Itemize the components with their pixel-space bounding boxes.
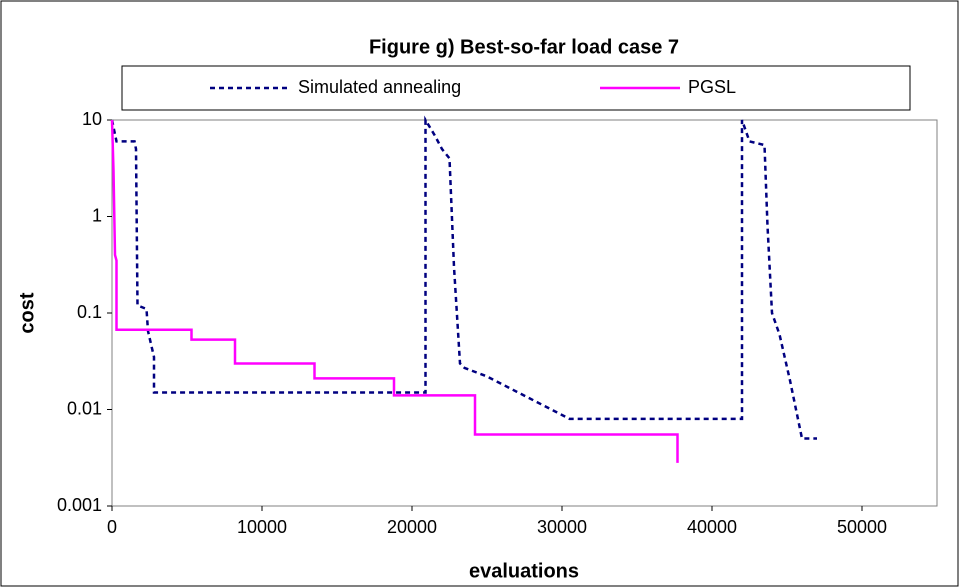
x-tick-label: 20000 xyxy=(387,517,437,537)
x-tick-label: 0 xyxy=(107,517,117,537)
plot-area xyxy=(111,119,938,507)
y-axis-label: cost xyxy=(16,292,38,333)
legend-box xyxy=(121,65,911,111)
x-tick-label: 30000 xyxy=(537,517,587,537)
series-line xyxy=(110,119,679,463)
series-line xyxy=(110,115,817,440)
y-tick-label: 10 xyxy=(82,109,102,129)
x-tick-label: 40000 xyxy=(687,517,737,537)
y-tick-label: 1 xyxy=(92,205,102,225)
chart-title: Figure g) Best-so-far load case 7 xyxy=(369,36,679,58)
y-tick-label: 0.01 xyxy=(67,398,102,418)
x-tick-label: 50000 xyxy=(837,517,887,537)
y-tick-label: 0.1 xyxy=(77,302,102,322)
y-tick-label: 0.001 xyxy=(57,495,102,515)
x-tick-label: 10000 xyxy=(237,517,287,537)
x-axis-label: evaluations xyxy=(469,560,579,582)
legend-label: PGSL xyxy=(688,77,736,97)
legend-label: Simulated annealing xyxy=(298,77,461,97)
